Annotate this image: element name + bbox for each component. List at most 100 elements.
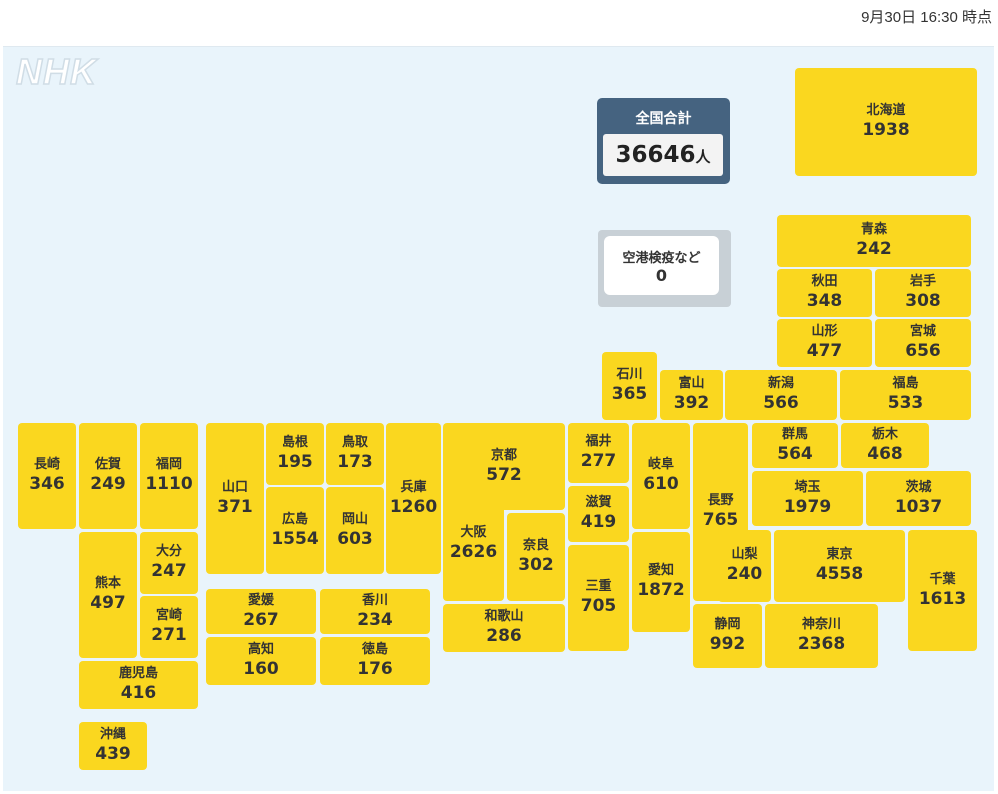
pref-name: 神奈川 xyxy=(801,617,841,632)
pref-name: 静岡 xyxy=(714,617,741,632)
pref-tile-aomori[interactable]: 青森 242 xyxy=(777,215,971,267)
pref-name: 山形 xyxy=(811,324,838,339)
pref-count: 2626 xyxy=(449,542,498,562)
pref-name: 奈良 xyxy=(522,538,549,553)
pref-count: 439 xyxy=(95,744,131,764)
pref-tile-okayama[interactable]: 岡山 603 xyxy=(326,487,384,574)
pref-tile-saitama[interactable]: 埼玉 1979 xyxy=(752,471,863,526)
pref-name: 福井 xyxy=(585,434,612,449)
pref-tile-oita[interactable]: 大分 247 xyxy=(140,532,198,594)
pref-tile-tokushima[interactable]: 徳島 176 xyxy=(320,637,430,685)
pref-tile-hyogo[interactable]: 兵庫 1260 xyxy=(386,423,441,574)
pref-tile-okinawa[interactable]: 沖縄 439 xyxy=(79,722,147,770)
pref-tile-mie[interactable]: 三重 705 xyxy=(568,545,629,651)
pref-count: 533 xyxy=(887,393,924,413)
pref-count: 4558 xyxy=(815,564,864,584)
pref-tile-tokyo[interactable]: 東京 4558 xyxy=(774,530,905,602)
pref-tile-fukushima[interactable]: 福島 533 xyxy=(840,370,971,420)
pref-tile-toyama[interactable]: 富山 392 xyxy=(660,370,723,420)
pref-tile-kagawa[interactable]: 香川 234 xyxy=(320,589,430,634)
pref-count: 160 xyxy=(243,659,279,679)
pref-tile-akita[interactable]: 秋田 348 xyxy=(777,269,872,317)
pref-tile-osaka[interactable]: 大阪 2626 xyxy=(443,487,504,601)
pref-count: 1260 xyxy=(389,496,438,517)
pref-tile-saga[interactable]: 佐賀 249 xyxy=(79,423,137,529)
pref-tile-shizuoka[interactable]: 静岡 992 xyxy=(693,604,762,668)
pref-name: 高知 xyxy=(247,642,274,657)
pref-count: 240 xyxy=(726,564,763,584)
pref-tile-miyagi[interactable]: 宮城 656 xyxy=(875,319,971,367)
pref-name: 愛知 xyxy=(647,563,674,578)
pref-count: 1872 xyxy=(637,580,685,600)
pref-tile-iwate[interactable]: 岩手 308 xyxy=(875,269,971,317)
pref-tile-niigata[interactable]: 新潟 566 xyxy=(725,370,837,420)
pref-tile-tottori[interactable]: 鳥取 173 xyxy=(326,423,384,485)
pref-count: 176 xyxy=(357,659,393,679)
pref-tile-aichi[interactable]: 愛知 1872 xyxy=(632,532,690,632)
pref-tile-hiroshima[interactable]: 広島 1554 xyxy=(266,487,324,574)
pref-name: 山梨 xyxy=(731,547,758,562)
pref-tile-fukuoka[interactable]: 福岡 1110 xyxy=(140,423,198,529)
pref-count: 1613 xyxy=(918,588,967,609)
pref-name: 宮城 xyxy=(909,324,936,339)
pref-count: 271 xyxy=(151,625,187,645)
pref-tile-shiga[interactable]: 滋賀 419 xyxy=(568,486,629,542)
pref-count: 566 xyxy=(763,393,799,413)
pref-count: 1110 xyxy=(145,474,193,494)
pref-count: 603 xyxy=(337,528,373,549)
pref-tile-ishikawa[interactable]: 石川 365 xyxy=(602,352,657,420)
pref-tile-kanagawa[interactable]: 神奈川 2368 xyxy=(765,604,878,668)
pref-tile-miyazaki[interactable]: 宮崎 271 xyxy=(140,596,198,658)
pref-tile-yamanashi[interactable]: 山梨 240 xyxy=(718,530,771,602)
pref-name: 京都 xyxy=(490,447,517,463)
pref-tile-chiba[interactable]: 千葉 1613 xyxy=(908,530,977,651)
pref-count: 1979 xyxy=(783,496,832,517)
pref-count: 1938 xyxy=(862,120,910,140)
pref-name: 富山 xyxy=(678,376,705,391)
pref-name: 茨城 xyxy=(905,479,932,495)
pref-count: 497 xyxy=(90,593,126,613)
national-total: 全国合計 36646人 xyxy=(597,98,730,184)
pref-tile-kumamoto[interactable]: 熊本 497 xyxy=(79,532,137,658)
airport-quarantine-count: 0 xyxy=(655,265,668,285)
pref-count: 173 xyxy=(337,452,373,472)
pref-count: 765 xyxy=(702,510,739,530)
pref-tile-yamaguchi[interactable]: 山口 371 xyxy=(206,423,264,574)
pref-count: 195 xyxy=(277,452,313,472)
pref-tile-hokkaido[interactable]: 北海道 1938 xyxy=(795,68,977,176)
pref-name: 秋田 xyxy=(811,274,838,289)
pref-name: 東京 xyxy=(826,547,853,562)
pref-tile-ibaraki[interactable]: 茨城 1037 xyxy=(866,471,971,526)
pref-name: 鳥取 xyxy=(341,435,368,450)
pref-tile-shimane[interactable]: 島根 195 xyxy=(266,423,324,485)
pref-name: 大阪 xyxy=(460,525,487,540)
pref-count: 1554 xyxy=(271,528,319,549)
pref-count: 277 xyxy=(580,451,617,471)
pref-tile-gunma[interactable]: 群馬 564 xyxy=(752,423,838,468)
pref-tile-tochigi[interactable]: 栃木 468 xyxy=(841,423,929,468)
pref-tile-ehime[interactable]: 愛媛 267 xyxy=(206,589,316,634)
airport-quarantine: 空港検疫など 0 xyxy=(598,230,731,307)
pref-name: 岩手 xyxy=(909,274,936,289)
pref-name: 北海道 xyxy=(866,103,906,118)
timestamp: 9月30日 16:30 時点 xyxy=(861,9,992,26)
pref-tile-yamagata[interactable]: 山形 477 xyxy=(777,319,872,367)
pref-tile-nara[interactable]: 奈良 302 xyxy=(507,513,565,601)
pref-count: 572 xyxy=(486,464,522,485)
pref-tile-wakayama[interactable]: 和歌山 286 xyxy=(443,604,565,652)
pref-name: 沖縄 xyxy=(99,727,126,742)
pref-name: 岐阜 xyxy=(647,457,674,472)
pref-tile-nagasaki[interactable]: 長崎 346 xyxy=(18,423,76,529)
pref-tile-gifu[interactable]: 岐阜 610 xyxy=(632,423,690,529)
pref-tile-fukui[interactable]: 福井 277 xyxy=(568,423,629,483)
pref-name: 千葉 xyxy=(929,571,956,587)
pref-name: 島根 xyxy=(281,435,308,450)
national-total-unit: 人 xyxy=(695,148,711,166)
airport-quarantine-card: 空港検疫など 0 xyxy=(604,236,719,295)
pref-count: 477 xyxy=(806,341,843,361)
pref-tile-kagoshima[interactable]: 鹿児島 416 xyxy=(79,661,198,709)
pref-tile-kochi[interactable]: 高知 160 xyxy=(206,637,316,685)
pref-count: 992 xyxy=(709,634,746,654)
pref-name: 埼玉 xyxy=(794,479,821,495)
pref-count: 468 xyxy=(867,443,903,464)
